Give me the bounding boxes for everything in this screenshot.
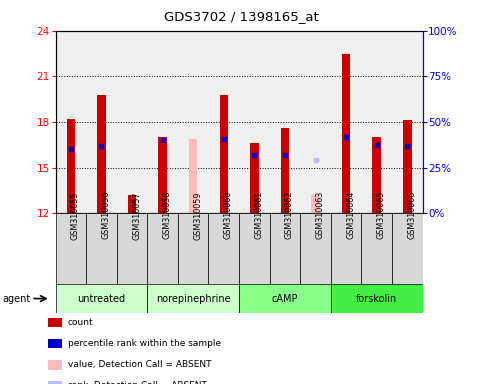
Bar bbox=[300, 213, 331, 284]
Bar bbox=[281, 128, 289, 213]
Text: cAMP: cAMP bbox=[272, 293, 298, 304]
Text: GSM310058: GSM310058 bbox=[163, 191, 171, 240]
Bar bbox=[128, 195, 136, 213]
Bar bbox=[86, 213, 117, 284]
Bar bbox=[178, 213, 209, 284]
Bar bbox=[239, 213, 270, 284]
Bar bbox=[311, 195, 320, 213]
Bar bbox=[97, 94, 106, 213]
Bar bbox=[342, 53, 351, 213]
Text: count: count bbox=[68, 318, 93, 327]
Bar bbox=[250, 143, 259, 213]
Text: untreated: untreated bbox=[77, 293, 126, 304]
Text: rank, Detection Call = ABSENT: rank, Detection Call = ABSENT bbox=[68, 381, 207, 384]
Bar bbox=[67, 119, 75, 213]
Bar bbox=[56, 284, 147, 313]
Bar bbox=[147, 213, 178, 284]
Text: GDS3702 / 1398165_at: GDS3702 / 1398165_at bbox=[164, 10, 319, 23]
Text: GSM310055: GSM310055 bbox=[71, 191, 80, 240]
Text: GSM310066: GSM310066 bbox=[407, 191, 416, 239]
Bar bbox=[189, 139, 198, 213]
Text: norepinephrine: norepinephrine bbox=[156, 293, 230, 304]
Text: GSM310059: GSM310059 bbox=[193, 191, 202, 240]
Bar bbox=[147, 284, 239, 313]
Text: GSM310060: GSM310060 bbox=[224, 191, 233, 239]
Text: GSM310062: GSM310062 bbox=[285, 191, 294, 240]
Bar bbox=[270, 213, 300, 284]
Text: forskolin: forskolin bbox=[356, 293, 398, 304]
Bar bbox=[403, 121, 412, 213]
Bar bbox=[219, 94, 228, 213]
Bar bbox=[158, 137, 167, 213]
Bar bbox=[239, 284, 331, 313]
Text: GSM310065: GSM310065 bbox=[377, 191, 386, 240]
Bar bbox=[209, 213, 239, 284]
Bar bbox=[331, 213, 361, 284]
Text: GSM310063: GSM310063 bbox=[315, 191, 325, 239]
Text: GSM310056: GSM310056 bbox=[101, 191, 111, 240]
Text: GSM310057: GSM310057 bbox=[132, 191, 141, 240]
Bar bbox=[392, 213, 423, 284]
Bar bbox=[117, 213, 147, 284]
Text: percentile rank within the sample: percentile rank within the sample bbox=[68, 339, 221, 348]
Text: GSM310061: GSM310061 bbox=[255, 191, 263, 239]
Bar bbox=[372, 137, 381, 213]
Bar bbox=[361, 213, 392, 284]
Bar bbox=[56, 213, 86, 284]
Bar bbox=[331, 284, 423, 313]
Text: value, Detection Call = ABSENT: value, Detection Call = ABSENT bbox=[68, 360, 211, 369]
Text: GSM310064: GSM310064 bbox=[346, 191, 355, 239]
Text: agent: agent bbox=[2, 293, 30, 304]
